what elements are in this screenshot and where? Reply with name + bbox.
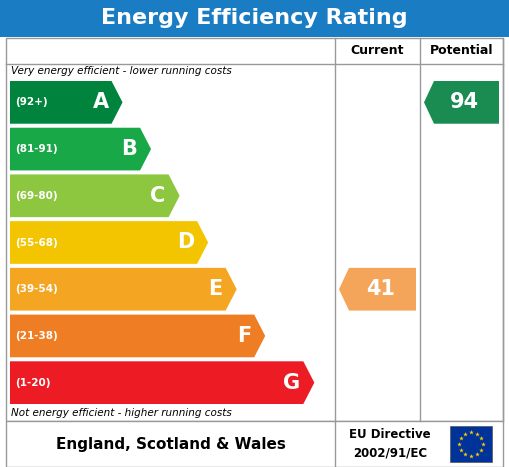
Text: (55-68): (55-68) [15, 238, 58, 248]
Bar [6, 421, 503, 467]
Polygon shape [10, 81, 123, 124]
Text: E: E [208, 279, 222, 299]
Polygon shape [10, 127, 151, 170]
Text: Current: Current [351, 44, 404, 57]
Polygon shape [339, 268, 416, 311]
Polygon shape [10, 268, 237, 311]
Polygon shape [424, 81, 499, 124]
Text: D: D [177, 233, 194, 253]
Bar [450, 426, 492, 462]
Text: B: B [121, 139, 137, 159]
Text: EU Directive
2002/91/EC: EU Directive 2002/91/EC [349, 429, 431, 460]
Text: 41: 41 [366, 279, 395, 299]
Text: (92+): (92+) [15, 97, 48, 107]
Text: (81-91): (81-91) [15, 144, 58, 154]
Bar [6, 38, 503, 421]
Bar [0, 0, 509, 37]
Text: F: F [237, 326, 251, 346]
Text: (21-38): (21-38) [15, 331, 58, 341]
Text: Potential: Potential [430, 44, 493, 57]
Polygon shape [10, 361, 315, 404]
Text: Not energy efficient - higher running costs: Not energy efficient - higher running co… [11, 409, 232, 418]
Text: Very energy efficient - lower running costs: Very energy efficient - lower running co… [11, 66, 232, 77]
Text: A: A [93, 92, 108, 113]
Text: (1-20): (1-20) [15, 378, 50, 388]
Text: (39-54): (39-54) [15, 284, 58, 294]
Polygon shape [10, 221, 208, 264]
Text: (69-80): (69-80) [15, 191, 58, 201]
Text: C: C [150, 186, 165, 206]
Text: G: G [283, 373, 300, 393]
Text: 94: 94 [450, 92, 479, 113]
Polygon shape [10, 175, 180, 217]
Text: England, Scotland & Wales: England, Scotland & Wales [55, 437, 286, 452]
Text: Energy Efficiency Rating: Energy Efficiency Rating [101, 8, 408, 28]
Polygon shape [10, 315, 265, 357]
